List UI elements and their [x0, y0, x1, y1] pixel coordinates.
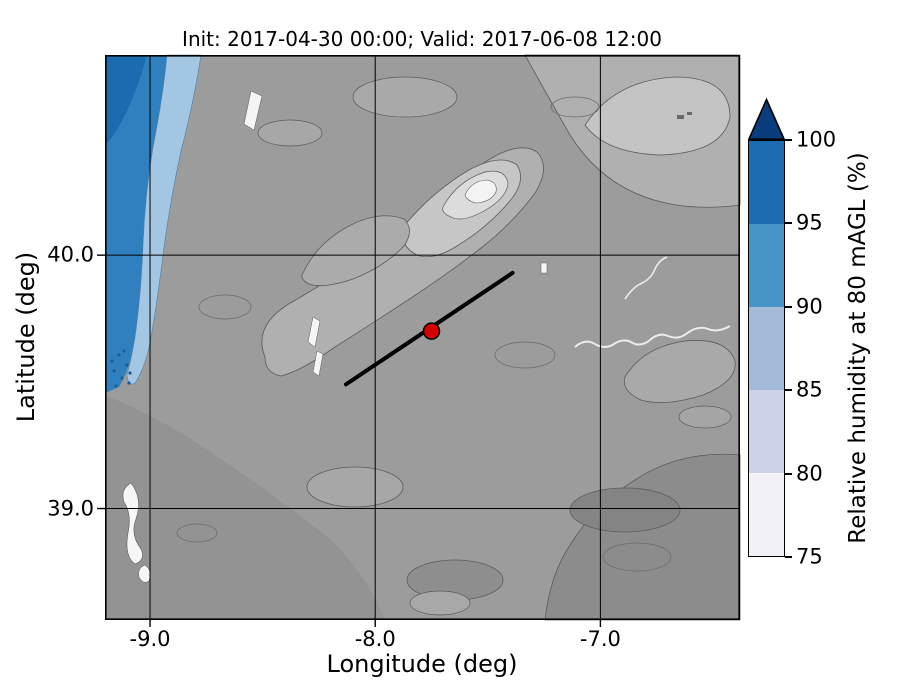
colorbar-tick	[785, 222, 792, 225]
x-axis-label: Longitude (deg)	[326, 650, 518, 678]
plot-title: Init: 2017-04-30 00:00; Valid: 2017-06-0…	[182, 27, 662, 51]
x-tick-label-2: -7.0	[579, 627, 621, 651]
colorbar-tick	[785, 139, 792, 141]
y-tick-label-0: 40.0	[47, 242, 94, 267]
axis-ticks	[97, 254, 602, 627]
colorbar-segment	[749, 307, 784, 390]
cross-section-group	[343, 270, 515, 387]
x-tick-label-0: -9.0	[129, 627, 171, 651]
map-plot	[97, 54, 741, 627]
colorbar-tick-label: 90	[796, 294, 823, 319]
colorbar-tick-label: 100	[796, 127, 837, 152]
map-canvas	[97, 54, 741, 627]
colorbar-segment	[749, 473, 784, 556]
cross-section-marker	[422, 322, 441, 340]
colorbar-tick-label: 85	[796, 377, 823, 402]
colorbar-tick	[785, 389, 792, 392]
colorbar-segment	[749, 224, 784, 307]
colorbar-tick-label: 80	[796, 461, 823, 486]
colorbar-tick-label: 75	[796, 544, 823, 569]
colorbar	[748, 140, 785, 557]
colorbar-extend-triangle	[747, 97, 786, 141]
ocean-humidity-layer	[105, 54, 202, 393]
y-tick-label-1: 39.0	[47, 496, 94, 521]
colorbar-tick	[785, 305, 792, 308]
colorbar-segment	[749, 390, 784, 473]
plot-frame	[105, 55, 741, 621]
colorbar-tick-label: 95	[796, 210, 823, 235]
terrain-layer	[105, 54, 741, 621]
colorbar-segment	[749, 141, 784, 224]
colorbar-tick	[785, 472, 792, 475]
colorbar-tick	[785, 556, 792, 558]
y-axis-label: Latitude (deg)	[12, 251, 40, 423]
x-tick-label-1: -8.0	[354, 627, 396, 651]
colorbar-label: Relative humidity at 80 mAGL (%)	[845, 152, 871, 544]
grid-lines	[105, 55, 740, 620]
